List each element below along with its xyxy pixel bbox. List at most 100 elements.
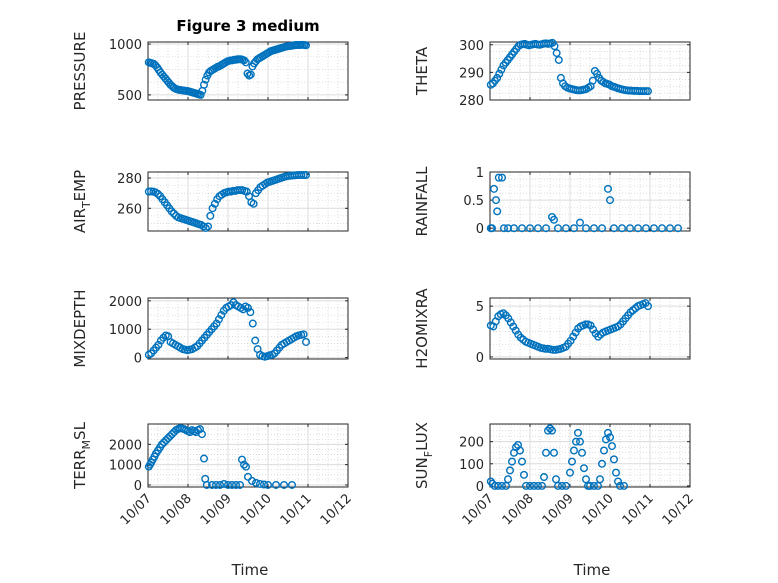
data-point bbox=[237, 455, 246, 464]
y-tick-label: 100 bbox=[459, 458, 484, 473]
data-point bbox=[231, 480, 240, 489]
data-point bbox=[201, 75, 210, 84]
y-tick-label: 1000 bbox=[109, 323, 142, 338]
data-point bbox=[243, 69, 252, 78]
data-point bbox=[297, 171, 306, 180]
data-point bbox=[153, 189, 162, 198]
y-axis-label: THETA bbox=[413, 46, 431, 96]
data-point bbox=[495, 69, 504, 78]
data-point bbox=[497, 65, 506, 74]
data-point bbox=[214, 315, 223, 324]
data-point bbox=[217, 311, 226, 320]
axes-box bbox=[489, 423, 691, 488]
x-tick-label: 10/09 bbox=[540, 491, 577, 528]
data-point bbox=[614, 477, 623, 486]
x-tick-label: 10/12 bbox=[318, 491, 355, 528]
data-point bbox=[246, 308, 255, 317]
subplot-air_temp: 260 280 AIRTEMP bbox=[71, 170, 349, 233]
data-point bbox=[299, 330, 308, 339]
data-point bbox=[210, 199, 219, 208]
data-point bbox=[606, 433, 615, 442]
data-point bbox=[167, 207, 176, 216]
axes-box bbox=[147, 297, 349, 360]
data-point bbox=[644, 302, 653, 311]
data-point bbox=[572, 437, 581, 446]
y-tick-label: 260 bbox=[117, 202, 142, 217]
data-point bbox=[644, 87, 653, 96]
data-point bbox=[558, 481, 567, 490]
data-point bbox=[598, 459, 607, 468]
data-point bbox=[620, 481, 629, 490]
x-tick-label: 10/10 bbox=[580, 491, 617, 528]
data-point bbox=[534, 224, 543, 233]
data-point bbox=[195, 425, 204, 434]
x-tick-label: 10/07 bbox=[460, 491, 497, 528]
y-tick-label: 280 bbox=[459, 94, 484, 109]
data-point bbox=[562, 481, 571, 490]
axes-box bbox=[147, 41, 349, 101]
data-point bbox=[541, 344, 550, 353]
data-point bbox=[256, 479, 265, 488]
axes-box bbox=[147, 423, 349, 488]
data-point bbox=[504, 475, 513, 484]
data-point bbox=[580, 464, 589, 473]
data-point bbox=[240, 56, 249, 65]
data-point bbox=[593, 69, 602, 78]
data-point bbox=[544, 426, 553, 435]
data-point bbox=[219, 479, 228, 488]
data-point bbox=[302, 171, 311, 180]
data-point bbox=[204, 222, 213, 231]
data-point bbox=[167, 430, 176, 439]
subplot-h2omixra: 0 5 H2OMIXRA bbox=[413, 288, 691, 369]
data-point bbox=[552, 475, 561, 484]
data-point bbox=[493, 207, 502, 216]
data-point bbox=[554, 55, 563, 64]
y-tick-label: 5 bbox=[476, 300, 484, 315]
subplot-rainfall: 0 0.5 1 RAINFALL bbox=[413, 166, 691, 237]
data-point bbox=[581, 320, 590, 329]
data-point bbox=[500, 224, 509, 233]
data-point bbox=[494, 173, 503, 182]
data-point bbox=[159, 438, 168, 447]
data-point bbox=[550, 42, 559, 51]
y-tick-label: 280 bbox=[117, 172, 142, 187]
data-point bbox=[493, 73, 502, 82]
data-point bbox=[589, 325, 598, 334]
data-point bbox=[550, 448, 559, 457]
data-point bbox=[246, 70, 255, 79]
data-point bbox=[243, 303, 252, 312]
data-point bbox=[554, 224, 563, 233]
y-tick-label: 0 bbox=[134, 479, 142, 494]
data-point bbox=[606, 196, 615, 205]
data-point bbox=[554, 481, 563, 490]
data-point bbox=[590, 224, 599, 233]
data-point bbox=[596, 475, 605, 484]
x-tick-label: 10/08 bbox=[500, 491, 537, 528]
data-point bbox=[280, 480, 289, 489]
data-point bbox=[242, 187, 251, 196]
x-tick-label: 10/09 bbox=[198, 491, 235, 528]
data-point bbox=[608, 442, 617, 451]
data-point bbox=[241, 58, 250, 67]
data-point bbox=[550, 215, 559, 224]
x-axis-label: Time bbox=[573, 561, 611, 579]
subplot-sun_flux: 0 100 200 SUNFLUX 10/07 10/08 10/09 10/10 10/11 1… bbox=[413, 422, 697, 579]
data-point bbox=[518, 457, 527, 466]
data-point bbox=[211, 480, 220, 489]
data-point bbox=[504, 314, 513, 323]
data-point bbox=[506, 466, 515, 475]
data-point bbox=[526, 224, 535, 233]
y-tick-label: 2000 bbox=[109, 438, 142, 453]
data-point bbox=[516, 446, 525, 455]
x-tick-label: 10/11 bbox=[620, 491, 657, 528]
data-point bbox=[159, 333, 168, 342]
data-point bbox=[498, 173, 507, 182]
data-point bbox=[612, 468, 621, 477]
data-point bbox=[542, 448, 551, 457]
data-point bbox=[618, 224, 627, 233]
data-point bbox=[494, 481, 503, 490]
x-tick-label: 10/11 bbox=[278, 491, 315, 528]
y-tick-label: 0 bbox=[134, 352, 142, 367]
data-point bbox=[569, 332, 578, 341]
